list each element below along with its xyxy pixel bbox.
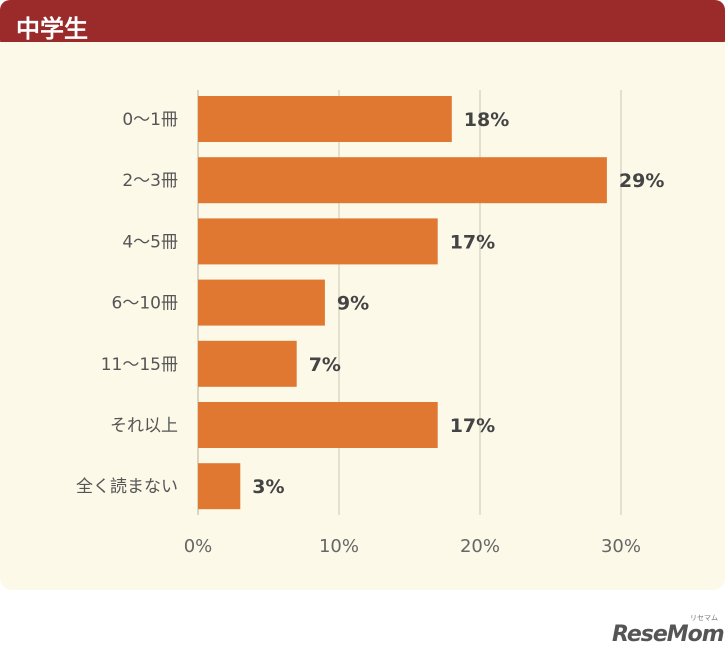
x-tick-label: 0% xyxy=(184,536,213,557)
chart-title: 中学生 xyxy=(16,15,88,43)
bar-6 xyxy=(198,463,241,510)
value-label: 18% xyxy=(464,109,509,131)
category-label: それ以上 xyxy=(110,416,178,436)
resemom-logo: ReseMom xyxy=(612,622,725,647)
chart-header: 中学生 xyxy=(0,0,725,50)
x-tick-label: 20% xyxy=(460,536,500,557)
category-label: 全く読まない xyxy=(76,477,178,497)
bar-1 xyxy=(198,157,607,204)
value-label: 7% xyxy=(309,354,341,376)
bar-4 xyxy=(198,340,297,387)
bar-3 xyxy=(198,279,325,326)
category-label: 6～10冊 xyxy=(112,294,178,314)
value-label: 17% xyxy=(450,415,495,437)
value-label: 9% xyxy=(337,293,369,315)
bar-0 xyxy=(198,96,452,142)
x-tick-label: 10% xyxy=(319,536,359,557)
category-label: 2～3冊 xyxy=(122,171,178,191)
category-label: 0～1冊 xyxy=(122,110,178,130)
value-label: 3% xyxy=(252,476,284,498)
category-label: 11～15冊 xyxy=(101,355,178,375)
bar-5 xyxy=(198,402,438,448)
value-label: 29% xyxy=(619,170,664,192)
value-label: 17% xyxy=(450,231,495,253)
resemom-logo-sub: リセマム xyxy=(690,614,718,622)
category-label: 4～5冊 xyxy=(122,232,178,252)
x-tick-label: 30% xyxy=(601,536,641,557)
bar-2 xyxy=(198,218,438,265)
